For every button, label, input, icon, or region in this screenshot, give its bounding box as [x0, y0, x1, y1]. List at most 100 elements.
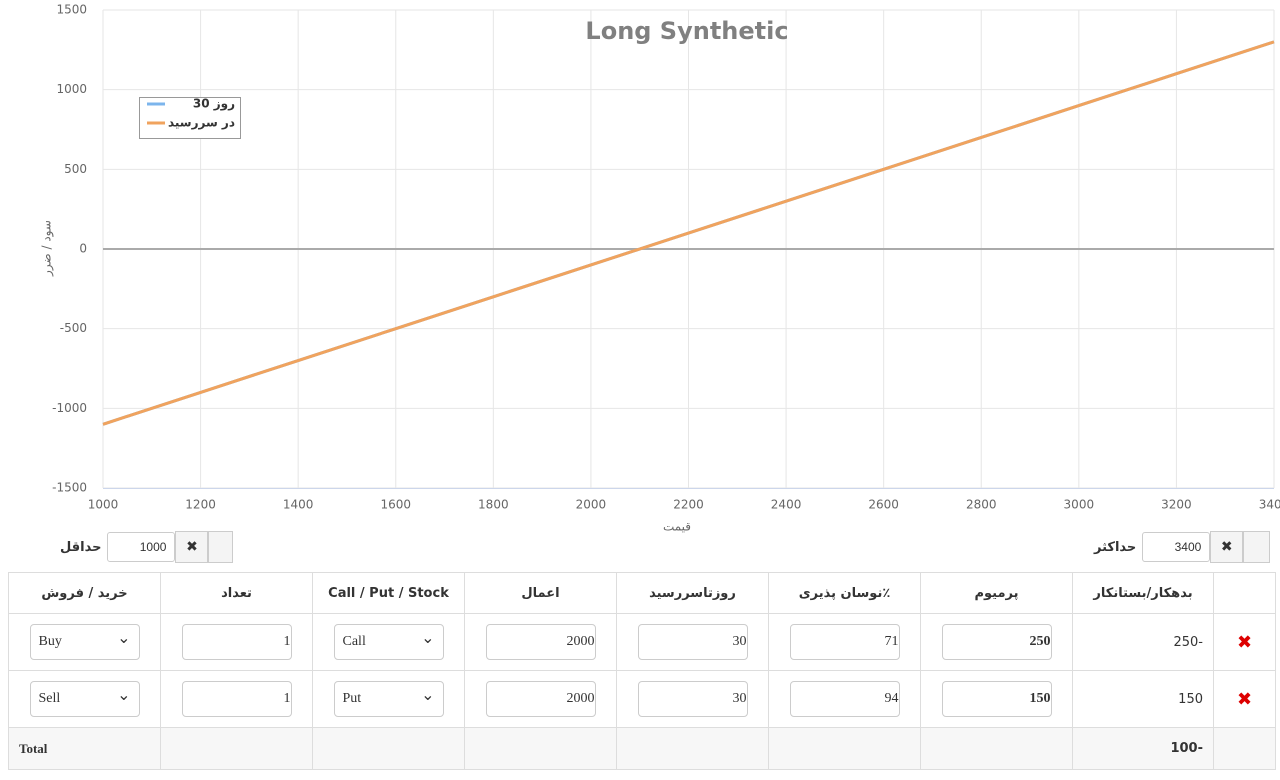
- x-tick-label: 2200: [673, 498, 704, 512]
- side-value: Buy: [38, 634, 62, 649]
- empty-cell: [920, 727, 1073, 770]
- x-tick-label: 1000: [88, 498, 119, 512]
- volatility-input[interactable]: 94: [789, 681, 900, 717]
- header-cell: اعمال: [464, 572, 617, 614]
- x-tick-label: 1400: [283, 498, 314, 512]
- y-tick-label: 0: [79, 242, 87, 256]
- total-cell: -100: [1072, 727, 1214, 770]
- min-label: حداقل: [60, 539, 102, 555]
- grid: [102, 9, 1275, 489]
- blank-button[interactable]: [1243, 531, 1271, 563]
- strike-input[interactable]: 2000: [485, 681, 596, 717]
- y-tick-label: 500: [64, 162, 87, 176]
- x-tick-label: 2000: [576, 498, 607, 512]
- premium-value: 250: [1029, 634, 1051, 649]
- volatility-input[interactable]: 71: [789, 624, 900, 660]
- volatility-value: 94: [884, 691, 899, 706]
- days-cell: 30: [616, 613, 769, 671]
- side-select[interactable]: Sell ⌄: [29, 681, 140, 717]
- strike-input[interactable]: 2000: [485, 624, 596, 660]
- volatility-value: 71: [884, 634, 899, 649]
- leg-row: ✖ -250 250 71 30 2000 Call ⌄ 1 Buy ⌄: [8, 613, 1276, 671]
- quantity-input[interactable]: 1: [181, 624, 292, 660]
- type-cell: Call ⌄: [312, 613, 465, 671]
- quantity-cell: 1: [160, 613, 313, 671]
- x-tick-label: 3000: [1064, 498, 1095, 512]
- series-line: [102, 40, 1275, 426]
- chart-title: Long Synthetic: [585, 17, 788, 45]
- type-value: Put: [342, 691, 362, 706]
- volatility-cell: 94: [768, 670, 921, 728]
- blank-button[interactable]: [208, 531, 234, 563]
- clear-button[interactable]: ✖: [1210, 531, 1244, 563]
- header-row: بدهکار/بستانکار پرمیوم ٪نوسان پذیری روزتاسر…: [8, 572, 1276, 614]
- days-input[interactable]: 30: [637, 624, 748, 660]
- chart: Long Synthetic قیمت سود / ضرر 1000 1200 14…: [40, 3, 1280, 534]
- balance: -250: [1173, 634, 1203, 650]
- clear-button[interactable]: ✖: [175, 531, 209, 563]
- max-control: حداکثر 3400 ✖: [1094, 531, 1271, 563]
- x-tick-label: 3200: [1161, 498, 1192, 512]
- header-cell: تعداد: [160, 572, 313, 614]
- min-control: حداقل 1000 ✖: [60, 531, 234, 563]
- strike-cell: 2000: [464, 613, 617, 671]
- quantity-value: 1: [283, 634, 291, 649]
- chevron: ⌄: [117, 630, 131, 647]
- days-value: 30: [732, 691, 747, 706]
- x-tick-label: 1600: [380, 498, 411, 512]
- quantity-value: 1: [283, 691, 291, 706]
- premium-input[interactable]: 250: [941, 624, 1052, 660]
- empty-cell: [768, 727, 921, 770]
- days-input[interactable]: 30: [637, 681, 748, 717]
- empty-cell: [312, 727, 465, 770]
- total-row: -100 Total: [8, 727, 1276, 770]
- total-value: -100: [1170, 741, 1203, 756]
- premium-cell: 150: [920, 670, 1073, 728]
- x-tick-label: 2800: [966, 498, 997, 512]
- y-axis-label: سود / ضرر: [40, 220, 55, 277]
- empty-cell: [160, 727, 313, 770]
- type-select[interactable]: Call ⌄: [333, 624, 444, 660]
- empty-cell: [1213, 727, 1276, 770]
- header-cell: خرید / فروش: [8, 572, 161, 614]
- min-input[interactable]: 1000: [107, 532, 176, 562]
- legend-label: روز 30: [193, 97, 235, 112]
- x-tick-label: 3400: [1259, 498, 1280, 512]
- header-cell: بدهکار/بستانکار: [1072, 572, 1214, 614]
- header-cell: Call / Put / Stock: [312, 572, 465, 614]
- x-tick-label: 2600: [868, 498, 899, 512]
- strike-value: 2000: [566, 634, 595, 649]
- chevron: ⌄: [421, 630, 435, 647]
- chevron: ⌄: [117, 687, 131, 704]
- x-tick-label: 1200: [185, 498, 216, 512]
- balance-cell: -250: [1072, 613, 1214, 671]
- y-tick-label: -1500: [52, 481, 87, 495]
- total-label-cell: Total: [8, 727, 161, 770]
- delete-icon[interactable]: ✖: [1213, 670, 1276, 728]
- type-select[interactable]: Put ⌄: [333, 681, 444, 717]
- side-cell: Buy ⌄: [8, 613, 161, 671]
- side-select[interactable]: Buy ⌄: [29, 624, 140, 660]
- premium-cell: 250: [920, 613, 1073, 671]
- y-tick-label: -1000: [52, 401, 87, 415]
- volatility-cell: 71: [768, 613, 921, 671]
- days-cell: 30: [616, 670, 769, 728]
- x-tick-label: 2400: [771, 498, 802, 512]
- type-cell: Put ⌄: [312, 670, 465, 728]
- legs-table: بدهکار/بستانکار پرمیوم ٪نوسان پذیری روزتاسر…: [8, 572, 1276, 770]
- x-tick-label: 1800: [478, 498, 509, 512]
- strike-cell: 2000: [464, 670, 617, 728]
- header-cell: [1213, 572, 1276, 614]
- premium-input[interactable]: 150: [941, 681, 1052, 717]
- leg-row: ✖ 150 150 94 30 2000 Put ⌄ 1 Sell ⌄: [8, 670, 1276, 728]
- quantity-cell: 1: [160, 670, 313, 728]
- strike-value: 2000: [566, 691, 595, 706]
- side-cell: Sell ⌄: [8, 670, 161, 728]
- legend-label: در سررسید: [168, 116, 235, 130]
- delete-icon[interactable]: ✖: [1213, 613, 1276, 671]
- max-input[interactable]: 3400: [1142, 532, 1211, 562]
- quantity-input[interactable]: 1: [181, 681, 292, 717]
- y-tick-label: -500: [60, 321, 87, 335]
- y-tick-label: 1000: [56, 82, 87, 96]
- type-value: Call: [342, 634, 366, 649]
